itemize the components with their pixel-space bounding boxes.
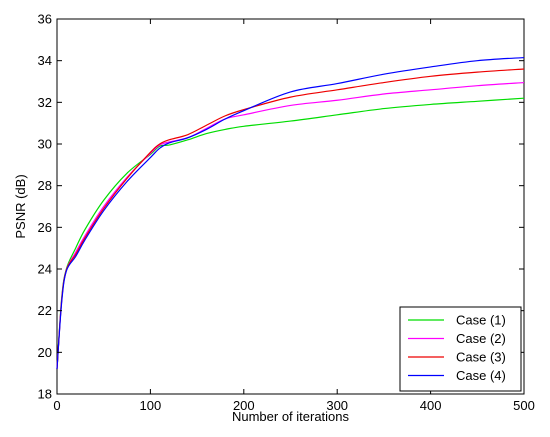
y-tick-label: 26 [38, 220, 52, 235]
y-tick-label: 36 [38, 12, 52, 27]
y-axis-label: PSNR (dB) [13, 174, 28, 238]
legend-label-case-4: Case (4) [456, 368, 506, 383]
series-line-case-3 [56, 68, 525, 370]
legend-label-case-1: Case (1) [456, 313, 506, 328]
x-tick-label: 400 [420, 398, 442, 413]
y-tick-label: 20 [38, 345, 52, 360]
y-tick-label: 22 [38, 303, 52, 318]
x-tick-label: 0 [53, 398, 60, 413]
legend-label-case-3: Case (3) [456, 350, 506, 365]
x-tick-label: 500 [513, 398, 535, 413]
legend-box [399, 306, 522, 392]
y-tick-label: 34 [38, 53, 52, 68]
y-tick-label: 18 [38, 387, 52, 402]
y-tick-label: 30 [38, 137, 52, 152]
series-line-case-1 [56, 97, 525, 370]
x-tick-label: 200 [233, 398, 255, 413]
x-tick-label: 100 [140, 398, 162, 413]
axis-ticks: 0 100 200 300 400 500 18 20 22 24 26 28 30 32 34 36 [38, 12, 535, 414]
legend: Case (1) Case (2) Case (3) Case (4) [399, 306, 522, 392]
legend-label-case-2: Case (2) [456, 331, 506, 346]
y-tick-label: 24 [38, 262, 52, 277]
x-tick-label: 300 [326, 398, 348, 413]
x-axis-label: Number of iterations [232, 409, 350, 424]
series-line-case-4 [56, 56, 525, 370]
y-tick-label: 28 [38, 178, 52, 193]
y-tick-label: 32 [38, 95, 52, 110]
